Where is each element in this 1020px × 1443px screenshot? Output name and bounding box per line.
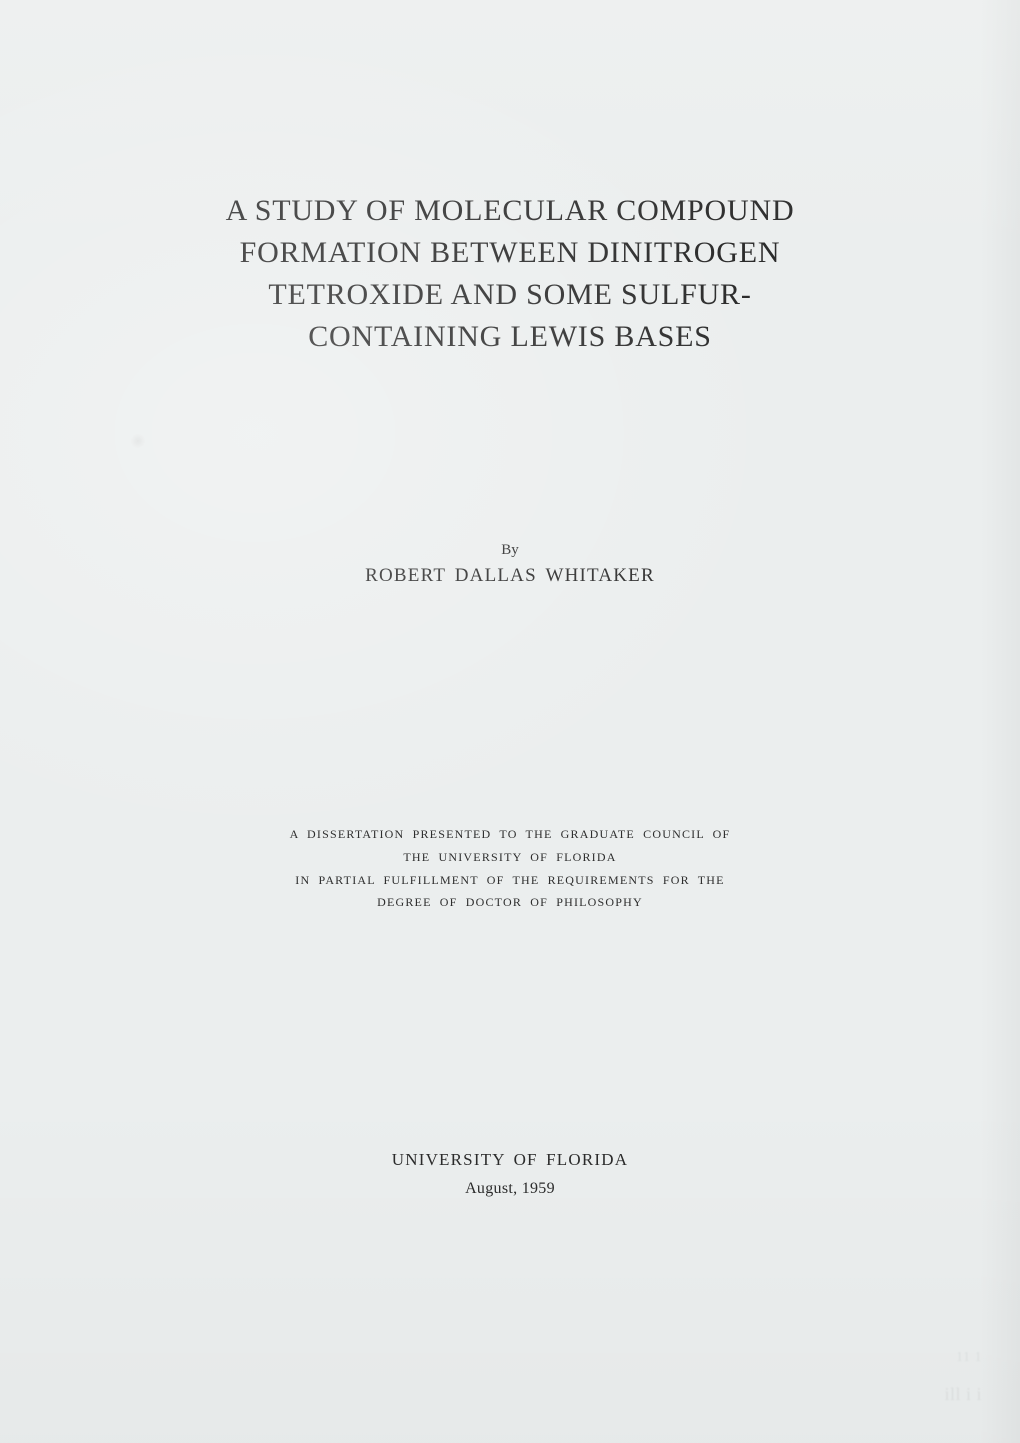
presented-block: A DISSERTATION PRESENTED TO THE GRADUATE… [290, 823, 731, 914]
byline-label: By [365, 542, 655, 559]
publication-date: August, 1959 [392, 1180, 628, 1198]
dissertation-title-page: A STUDY OF MOLECULAR COMPOUND FORMATION … [0, 0, 1020, 1443]
title-line-2: FORMATION BETWEEN DINITROGEN [226, 232, 795, 274]
author-name: ROBERT DALLAS WHITAKER [365, 565, 655, 587]
institution-name: UNIVERSITY OF FLORIDA [392, 1150, 628, 1170]
title-line-4: CONTAINING LEWIS BASES [226, 316, 795, 358]
title-line-1: A STUDY OF MOLECULAR COMPOUND [226, 190, 795, 232]
title-line-3: TETROXIDE AND SOME SULFUR- [226, 274, 795, 316]
presented-line-4: DEGREE OF DOCTOR OF PHILOSOPHY [290, 891, 731, 914]
presented-line-3: IN PARTIAL FULFILLMENT OF THE REQUIREMEN… [290, 869, 731, 892]
author-block: By ROBERT DALLAS WHITAKER [365, 542, 655, 587]
presented-line-1: A DISSERTATION PRESENTED TO THE GRADUATE… [290, 823, 731, 846]
institution-block: UNIVERSITY OF FLORIDA August, 1959 [392, 1150, 628, 1198]
title-block: A STUDY OF MOLECULAR COMPOUND FORMATION … [226, 190, 795, 358]
presented-line-2: THE UNIVERSITY OF FLORIDA [290, 846, 731, 869]
